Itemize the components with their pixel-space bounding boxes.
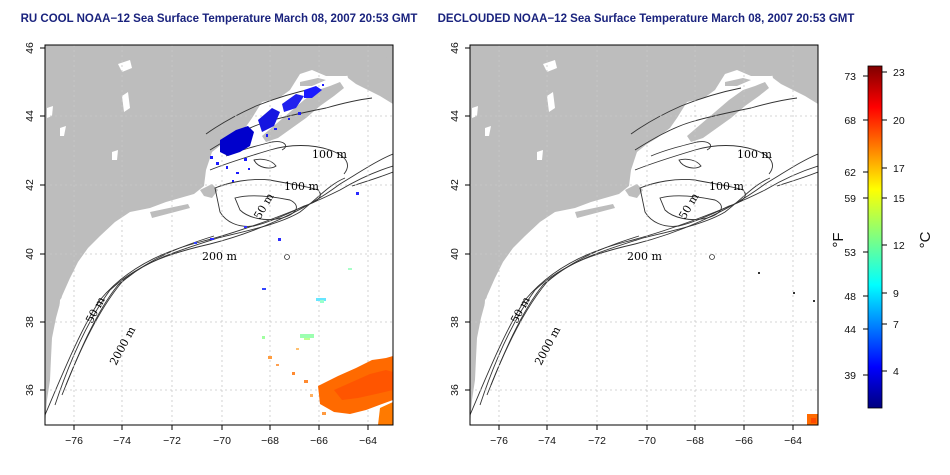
y-tick-label: 36 (24, 384, 36, 396)
colorbar-f-tick: 48 (844, 291, 856, 303)
left-sst-cold-patch (194, 84, 359, 290)
colorbar-c-tick: 12 (893, 240, 905, 252)
y-tick-label: 38 (449, 316, 461, 328)
y-tick-label: 42 (449, 179, 461, 191)
x-tick-label: −76 (65, 435, 83, 447)
y-tick-label: 40 (24, 248, 36, 260)
x-tick-label: −74 (538, 435, 556, 447)
x-tick-label: −72 (163, 435, 181, 447)
x-tick-label: −66 (310, 435, 328, 447)
right-panel: DECLOUDED NOAA−12 Sea Surface Temperatur… (438, 13, 855, 447)
right-panel-title: DECLOUDED NOAA−12 Sea Surface Temperatur… (438, 13, 855, 25)
colorbar-c-tick: 7 (893, 319, 899, 331)
contour-label: 2000 m (532, 324, 563, 368)
colorbar-f-tick: 39 (844, 370, 856, 382)
colorbar-celsius-label: °C (917, 231, 934, 248)
contour-label: 50 m (676, 190, 702, 221)
colorbar-c-tick: 20 (893, 115, 905, 127)
left-sst-mid-patch (262, 268, 352, 340)
x-tick-label: −64 (784, 435, 802, 447)
left-map-frame (44, 44, 394, 426)
x-tick-label: −70 (213, 435, 231, 447)
x-tick-label: −74 (113, 435, 131, 447)
colorbar-c-tick: 15 (893, 193, 905, 205)
contour-label: 200 m (627, 250, 662, 263)
y-tick-label: 44 (449, 110, 461, 122)
colorbar-fahrenheit-label: °F (830, 232, 847, 247)
left-panel-title: RU COOL NOAA−12 Sea Surface Temperature … (21, 13, 418, 25)
colorbar-c-tick: 4 (893, 366, 899, 378)
y-tick-label: 36 (449, 384, 461, 396)
x-tick-label: −66 (735, 435, 753, 447)
colorbar-c-tick: 23 (893, 67, 905, 79)
colorbar-f-tick: 68 (844, 115, 856, 127)
x-tick-label: −76 (490, 435, 508, 447)
left-panel: RU COOL NOAA−12 Sea Surface Temperature … (21, 13, 418, 447)
colorbar-f-tick: 59 (844, 193, 856, 205)
contour-label: 100 m (312, 148, 347, 161)
right-map-frame (469, 44, 819, 426)
y-tick-label: 44 (24, 110, 36, 122)
colorbar-c-tick: 9 (893, 288, 899, 300)
y-tick-label: 38 (24, 316, 36, 328)
y-tick-label: 40 (449, 248, 461, 260)
left-map: 100 m 100 m 50 m 200 m 50 m 2000 m (45, 45, 393, 425)
contour-label: 200 m (202, 250, 237, 263)
y-tick-label: 42 (24, 179, 36, 191)
left-axis-ticks (40, 47, 369, 430)
colorbar-c-tick: 17 (893, 163, 905, 175)
x-tick-label: −68 (261, 435, 279, 447)
x-tick-label: −70 (638, 435, 656, 447)
contour-label: 100 m (284, 180, 319, 193)
x-tick-label: −64 (359, 435, 377, 447)
y-tick-label: 46 (449, 42, 461, 54)
right-map: 100 m 100 m 50 m 200 m 50 m 2000 m (470, 45, 818, 425)
contour-label: 2000 m (107, 324, 138, 368)
x-tick-label: −72 (588, 435, 606, 447)
left-sst-warm-patch (268, 348, 393, 425)
left-x-tick-labels: −76 −74 −72 −70 −68 −66 −64 (65, 435, 377, 447)
right-axis-ticks (465, 47, 794, 430)
colorbar-f-tick: 73 (844, 71, 856, 83)
contour-label: 50 m (251, 190, 277, 221)
right-x-tick-labels: −76 −74 −72 −70 −68 −66 −64 (490, 435, 802, 447)
colorbar-gradient (867, 65, 883, 409)
colorbar-f-tick: 62 (844, 167, 856, 179)
x-tick-label: −68 (686, 435, 704, 447)
colorbar-f-tick: 53 (844, 247, 856, 259)
right-y-tick-labels: 36 38 40 42 44 46 (449, 42, 461, 396)
colorbar: 73 68 62 59 53 48 44 39 23 20 17 15 12 9… (830, 65, 934, 409)
contour-label: 100 m (709, 180, 744, 193)
contour-label: 100 m (737, 148, 772, 161)
y-tick-label: 46 (24, 42, 36, 54)
left-y-tick-labels: 36 38 40 42 44 46 (24, 42, 36, 396)
colorbar-f-tick: 44 (844, 324, 856, 336)
